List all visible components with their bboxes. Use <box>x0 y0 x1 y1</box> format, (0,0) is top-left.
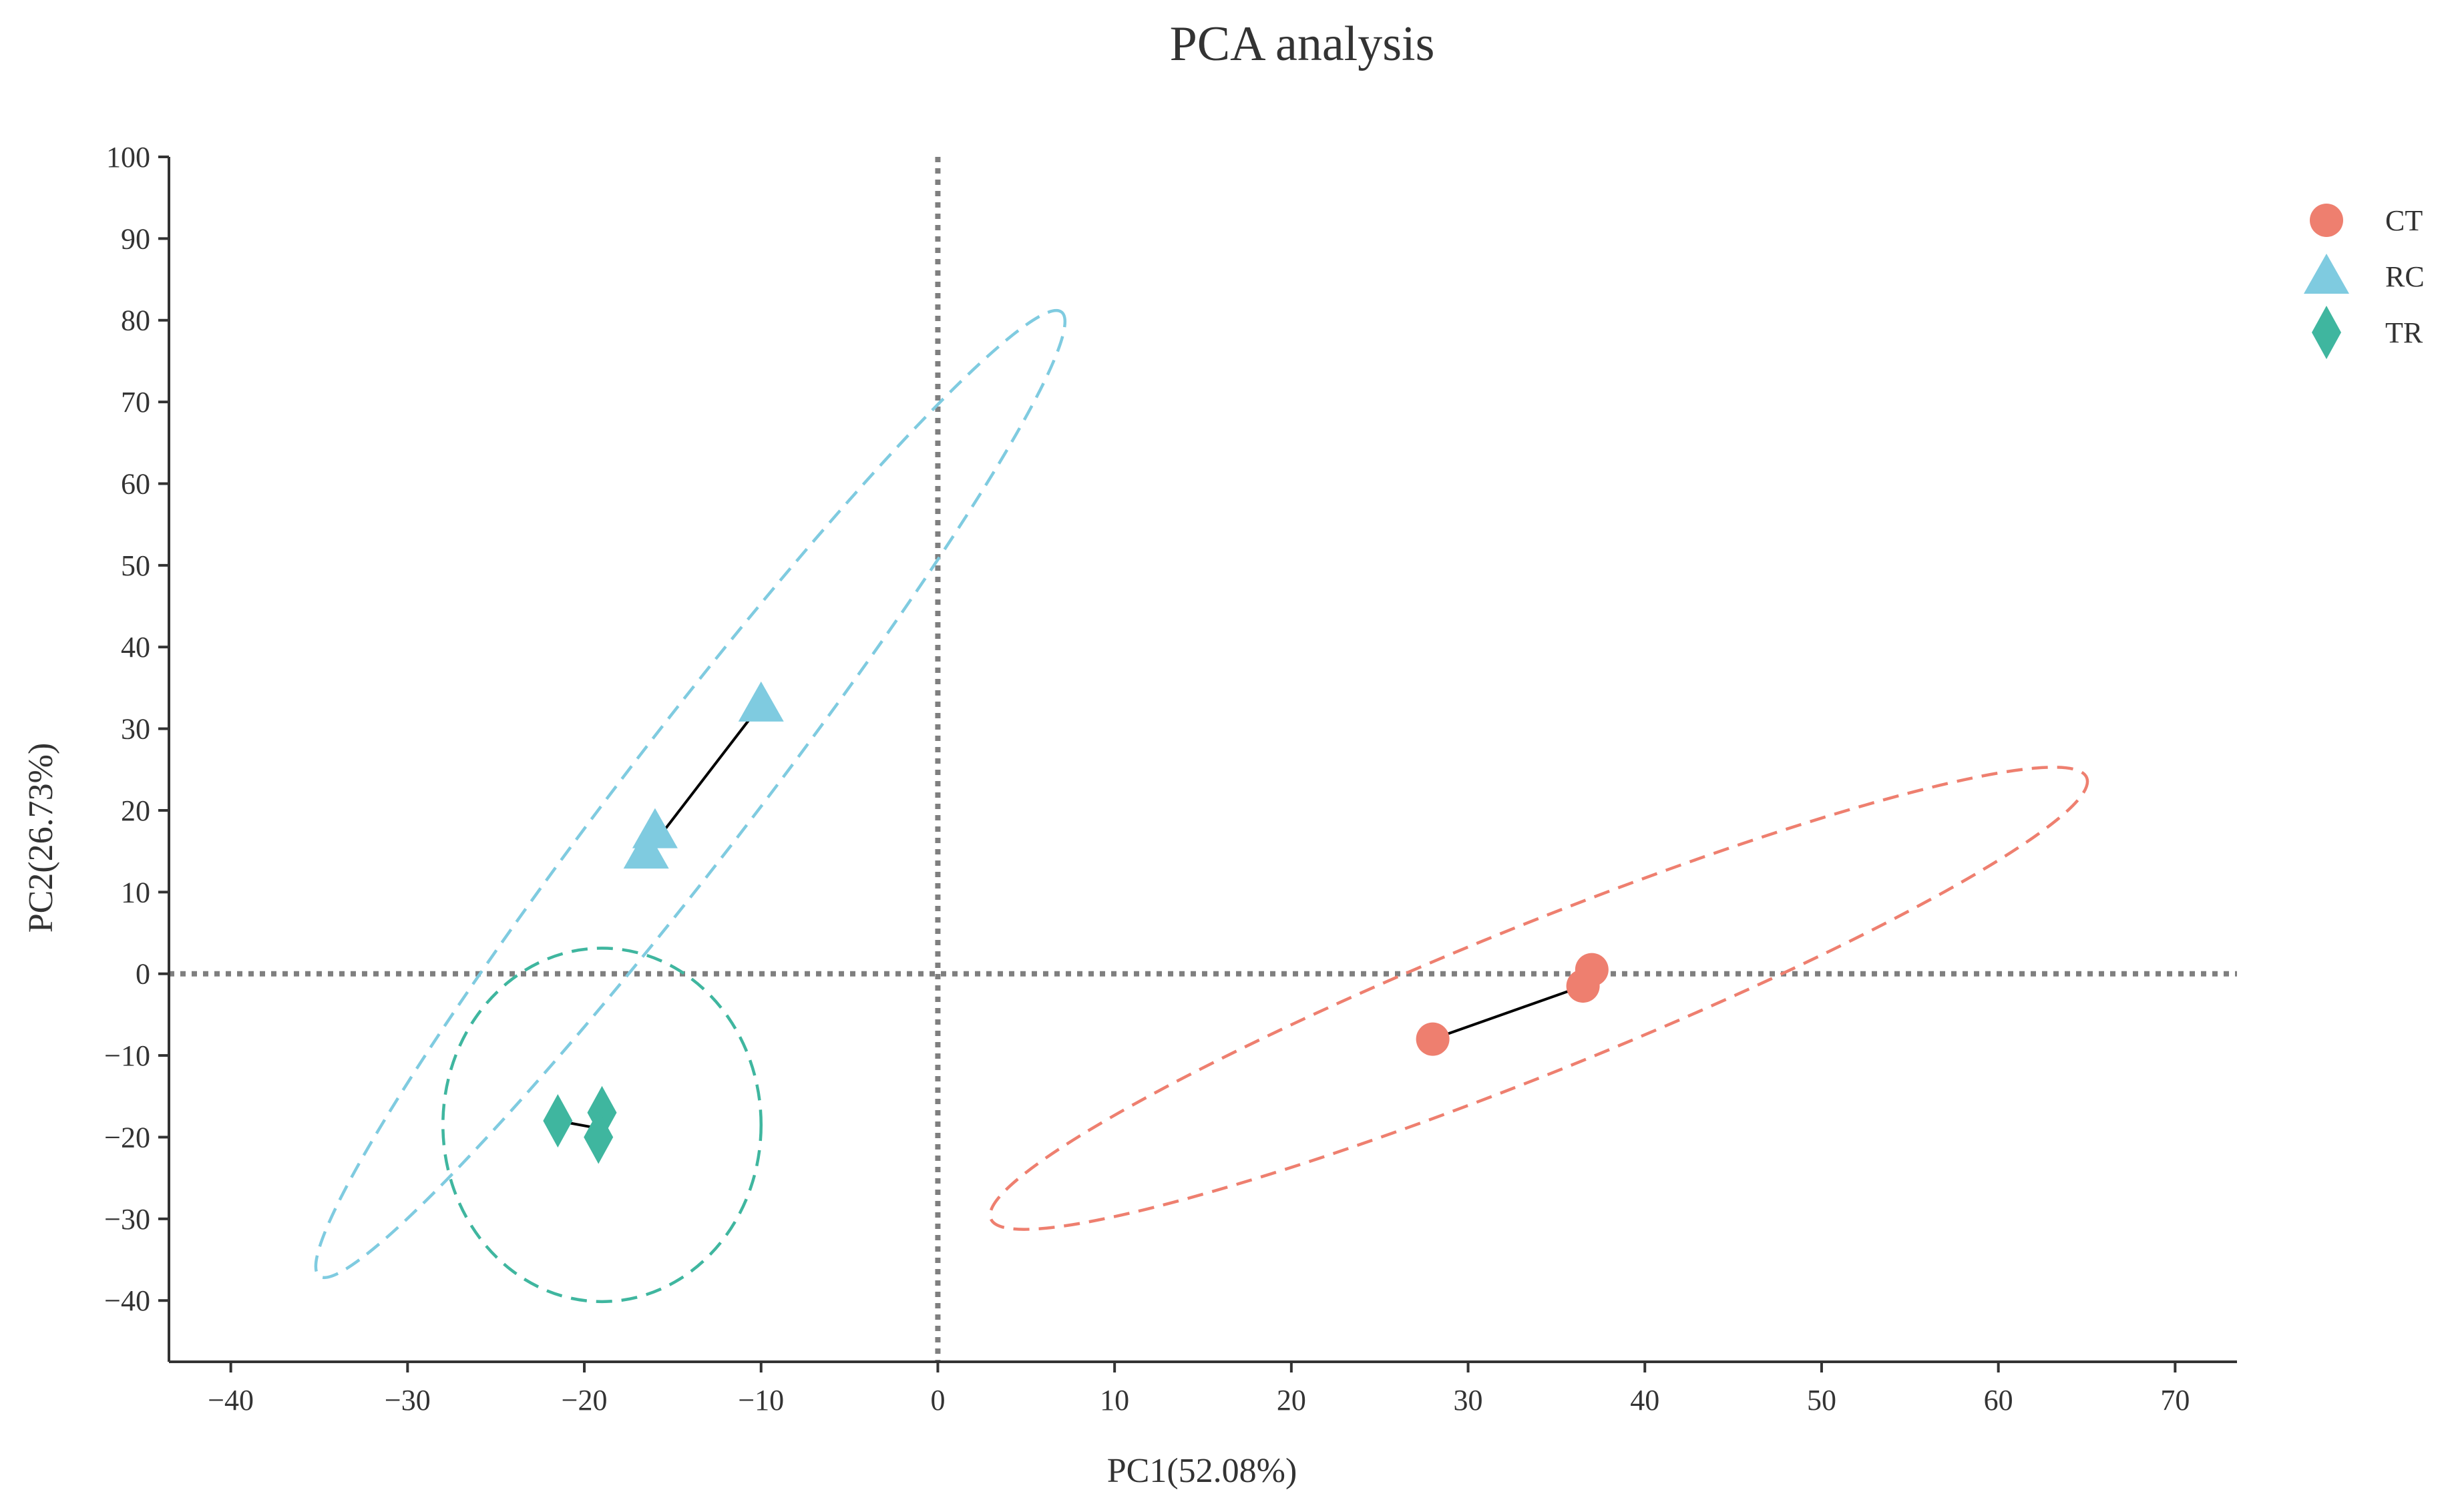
legend-marker-ct <box>2310 204 2343 237</box>
y-tick-label: 100 <box>106 141 150 174</box>
reference-lines <box>169 157 2237 1362</box>
y-tick-label: −30 <box>104 1203 150 1236</box>
y-tick-label: −10 <box>104 1039 150 1072</box>
y-tick-label: 10 <box>121 876 150 909</box>
x-tick-label: 70 <box>2160 1384 2190 1417</box>
x-tick-label: 30 <box>1454 1384 1483 1417</box>
legend-marker-tr <box>2312 306 2341 359</box>
x-tick-label: 20 <box>1277 1384 1306 1417</box>
y-tick-label: 40 <box>121 631 150 664</box>
legend-marker-rc <box>2304 254 2349 294</box>
data-point-rc-2 <box>623 828 669 869</box>
connector-rc-0 <box>662 703 763 832</box>
y-tick-label: 30 <box>121 713 150 746</box>
x-tick-label: 60 <box>1984 1384 2013 1417</box>
x-tick-label: 50 <box>1807 1384 1836 1417</box>
x-tick-label: −30 <box>385 1384 431 1417</box>
data-point-tr-2 <box>584 1110 614 1164</box>
legend-label-tr: TR <box>2385 316 2423 349</box>
x-tick-label: −40 <box>208 1384 254 1417</box>
confidence-ellipse-ct <box>988 766 2089 1231</box>
centroid-connectors <box>557 703 1593 1138</box>
x-tick-label: −20 <box>562 1384 608 1417</box>
data-point-tr-0 <box>543 1094 573 1148</box>
y-axis-label: PC2(26.73%) <box>22 743 60 933</box>
data-points <box>543 681 1609 1164</box>
y-tick-label: 0 <box>136 958 150 991</box>
connector-ct-2 <box>1432 985 1584 1041</box>
legend-label-ct: CT <box>2385 204 2423 237</box>
y-tick-label: 80 <box>121 304 150 337</box>
x-axis-label: PC1(52.08%) <box>1107 1452 1297 1490</box>
chart-title: PCA analysis <box>1170 17 1435 71</box>
x-tick-label: 10 <box>1100 1384 1129 1417</box>
x-tick-label: −10 <box>738 1384 784 1417</box>
y-tick-label: −20 <box>104 1121 150 1154</box>
confidence-ellipse-rc <box>314 308 1067 1280</box>
x-tick-label: 40 <box>1630 1384 1659 1417</box>
confidence-ellipses <box>314 308 2089 1304</box>
y-tick-label: 90 <box>121 222 150 255</box>
data-point-ct-1 <box>1566 969 1600 1003</box>
y-tick-label: 60 <box>121 467 150 500</box>
x-tick-label: 0 <box>930 1384 945 1417</box>
y-tick-label: 70 <box>121 386 150 419</box>
confidence-ellipse-tr <box>441 947 763 1304</box>
y-tick-label: 50 <box>121 549 150 582</box>
legend-label-rc: RC <box>2385 260 2425 293</box>
y-tick-label: −40 <box>104 1284 150 1317</box>
legend: CT RC TR <box>2304 204 2425 359</box>
data-point-rc-0 <box>738 681 784 722</box>
data-point-ct-2 <box>1416 1022 1450 1056</box>
y-tick-label: 20 <box>121 794 150 827</box>
